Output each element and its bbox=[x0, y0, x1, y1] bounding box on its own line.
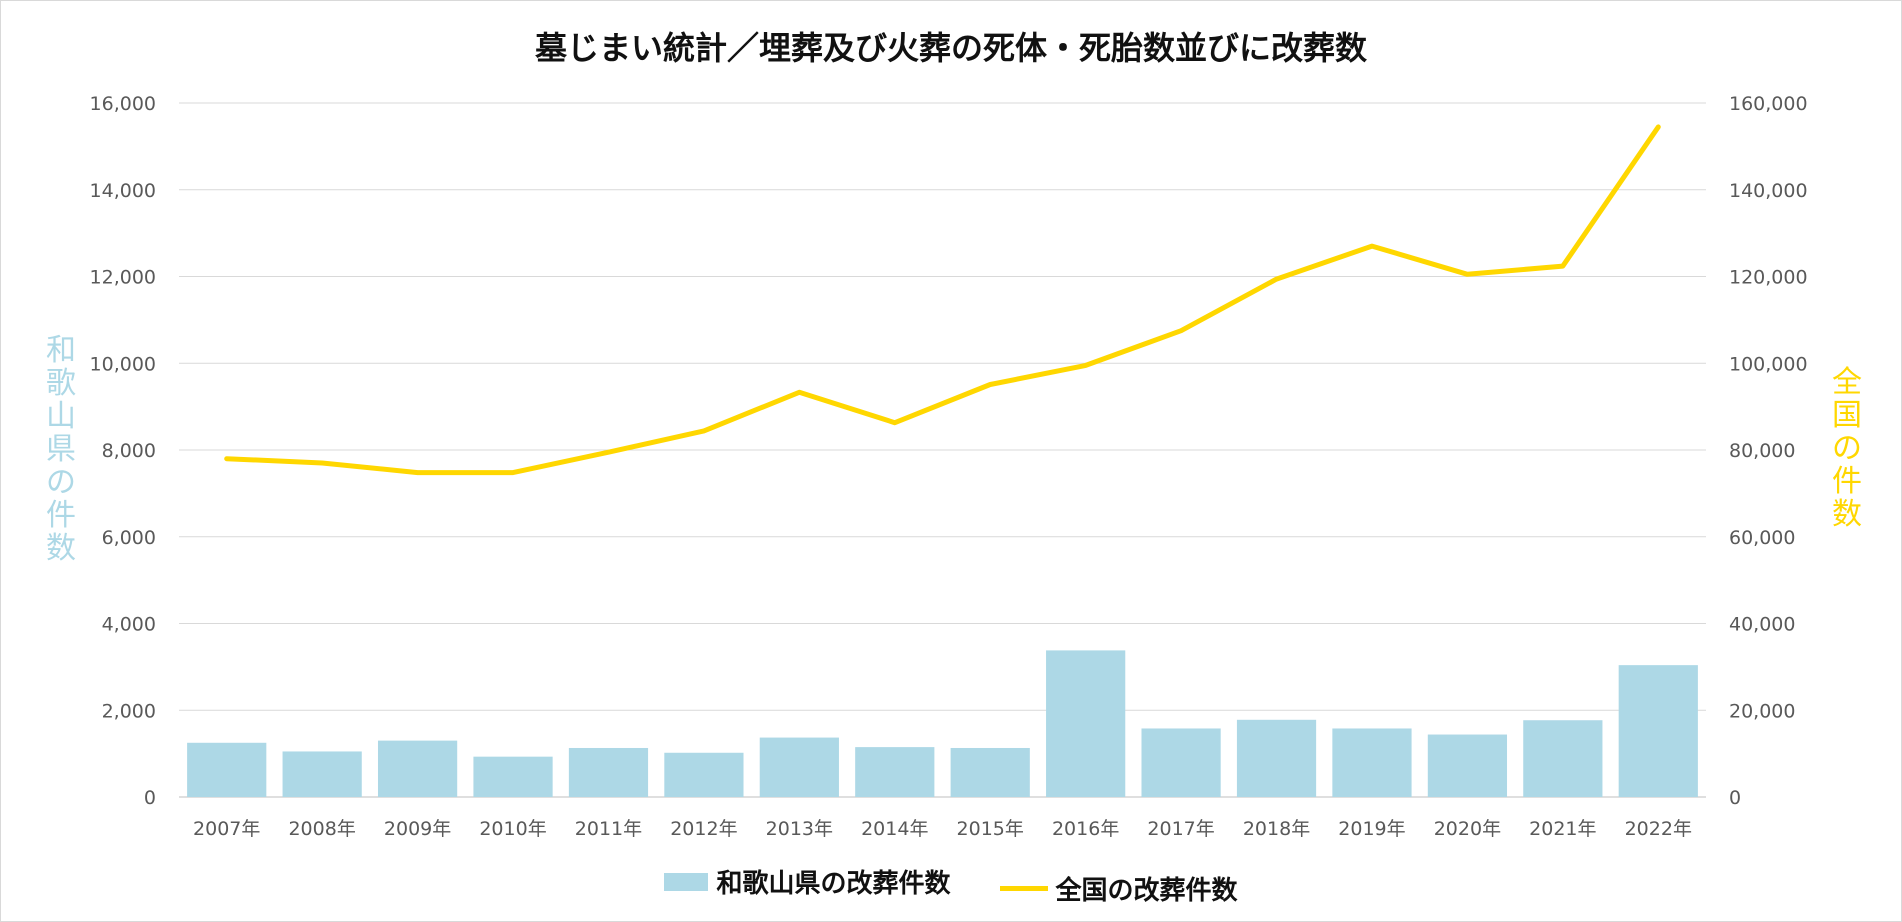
bar bbox=[950, 747, 1030, 797]
x-tick-label: 2016年 bbox=[1052, 818, 1119, 840]
legend-label-line: 全国の改葬件数 bbox=[1055, 875, 1238, 906]
bar bbox=[473, 756, 553, 797]
legend-item-bar[interactable]: 和歌山県の改葬件数 bbox=[664, 863, 950, 900]
right-tick-label: 160,000 bbox=[1729, 93, 1808, 115]
right-tick-label: 20,000 bbox=[1729, 700, 1795, 722]
legend-swatch-bar bbox=[664, 872, 709, 891]
bar bbox=[1618, 665, 1698, 797]
left-tick-label: 4,000 bbox=[102, 614, 156, 636]
bar bbox=[1141, 728, 1221, 797]
legend: 和歌山県の改葬件数 全国の改葬件数 bbox=[1, 863, 1901, 907]
bar bbox=[282, 751, 362, 797]
bar bbox=[1332, 728, 1412, 797]
bar bbox=[1046, 650, 1126, 797]
right-tick-label: 100,000 bbox=[1729, 353, 1808, 375]
chart-title: 墓じまい統計／埋葬及び火葬の死体・死胎数並びに改葬数 bbox=[534, 29, 1367, 67]
bar bbox=[759, 737, 839, 797]
right-tick-label: 120,000 bbox=[1729, 267, 1808, 289]
x-tick-label: 2018年 bbox=[1243, 818, 1310, 840]
legend-swatch-line bbox=[999, 885, 1048, 891]
bar bbox=[187, 742, 267, 797]
bar bbox=[1427, 734, 1508, 797]
right-tick-label: 0 bbox=[1729, 787, 1741, 809]
bar bbox=[1236, 719, 1317, 797]
x-tick-label: 2017年 bbox=[1147, 818, 1214, 840]
left-tick-label: 0 bbox=[144, 787, 156, 809]
left-axis-title: 和歌山県の件数 bbox=[46, 333, 76, 566]
right-axis-title: 全国の件数 bbox=[1832, 365, 1862, 532]
bar bbox=[568, 747, 649, 797]
left-tick-label: 8,000 bbox=[102, 440, 156, 462]
left-tick-label: 6,000 bbox=[102, 527, 156, 549]
right-tick-label: 40,000 bbox=[1729, 614, 1795, 636]
x-tick-label: 2007年 bbox=[193, 818, 260, 840]
left-tick-label: 14,000 bbox=[90, 180, 156, 202]
legend-item-line[interactable]: 全国の改葬件数 bbox=[999, 870, 1238, 907]
x-tick-label: 2008年 bbox=[288, 818, 355, 840]
x-tick-label: 2011年 bbox=[575, 818, 642, 840]
right-tick-label: 60,000 bbox=[1729, 527, 1795, 549]
bar bbox=[377, 740, 458, 797]
line-series bbox=[224, 124, 1661, 476]
bar bbox=[1523, 720, 1603, 797]
x-tick-label: 2019年 bbox=[1338, 818, 1405, 840]
x-tick-label: 2021年 bbox=[1529, 818, 1596, 840]
right-tick-label: 80,000 bbox=[1729, 440, 1795, 462]
bar bbox=[855, 747, 935, 797]
x-tick-label: 2010年 bbox=[479, 818, 546, 840]
x-tick-label: 2015年 bbox=[957, 818, 1024, 840]
right-tick-label: 140,000 bbox=[1729, 180, 1808, 202]
x-tick-label: 2012年 bbox=[670, 818, 737, 840]
legend-label-bar: 和歌山県の改葬件数 bbox=[716, 869, 951, 899]
bar bbox=[664, 752, 744, 797]
left-tick-label: 12,000 bbox=[90, 267, 156, 289]
x-tick-label: 2014年 bbox=[861, 818, 928, 840]
x-tick-label: 2013年 bbox=[766, 818, 833, 840]
left-tick-label: 10,000 bbox=[90, 353, 156, 375]
left-tick-label: 16,000 bbox=[90, 93, 156, 115]
x-tick-label: 2020年 bbox=[1434, 818, 1501, 840]
x-tick-label: 2022年 bbox=[1625, 818, 1692, 840]
x-tick-label: 2009年 bbox=[384, 818, 451, 840]
left-tick-label: 2,000 bbox=[102, 700, 156, 722]
